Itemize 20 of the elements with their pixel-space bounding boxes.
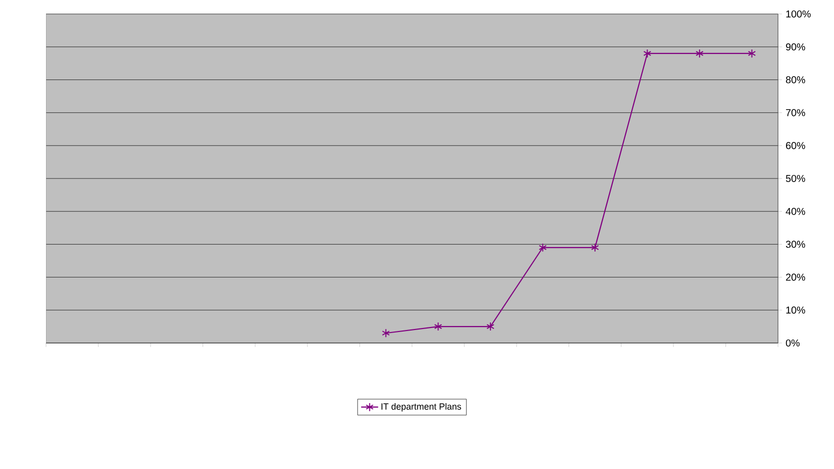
point bbox=[696, 48, 704, 58]
y-tick-label: 70% bbox=[786, 109, 806, 116]
point bbox=[643, 48, 652, 58]
y-tick-label: 80% bbox=[786, 76, 806, 84]
point bbox=[591, 243, 599, 252]
y-tick-label: 0% bbox=[786, 339, 800, 347]
point bbox=[382, 328, 390, 338]
point bbox=[486, 322, 494, 332]
point bbox=[434, 322, 442, 332]
y-tick-label: 10% bbox=[786, 306, 806, 314]
point bbox=[538, 243, 547, 252]
y-tick-label: 100% bbox=[786, 10, 811, 18]
y-tick-label: 20% bbox=[786, 274, 806, 281]
y-tick-label: 60% bbox=[786, 142, 806, 150]
y-tick-label: 40% bbox=[786, 208, 806, 215]
point bbox=[748, 48, 756, 58]
y-tick-label: 50% bbox=[786, 174, 806, 182]
y-tick-label: 30% bbox=[786, 240, 806, 248]
y-tick-label: 90% bbox=[786, 43, 806, 50]
legend-label: IT department Plans bbox=[382, 403, 462, 412]
